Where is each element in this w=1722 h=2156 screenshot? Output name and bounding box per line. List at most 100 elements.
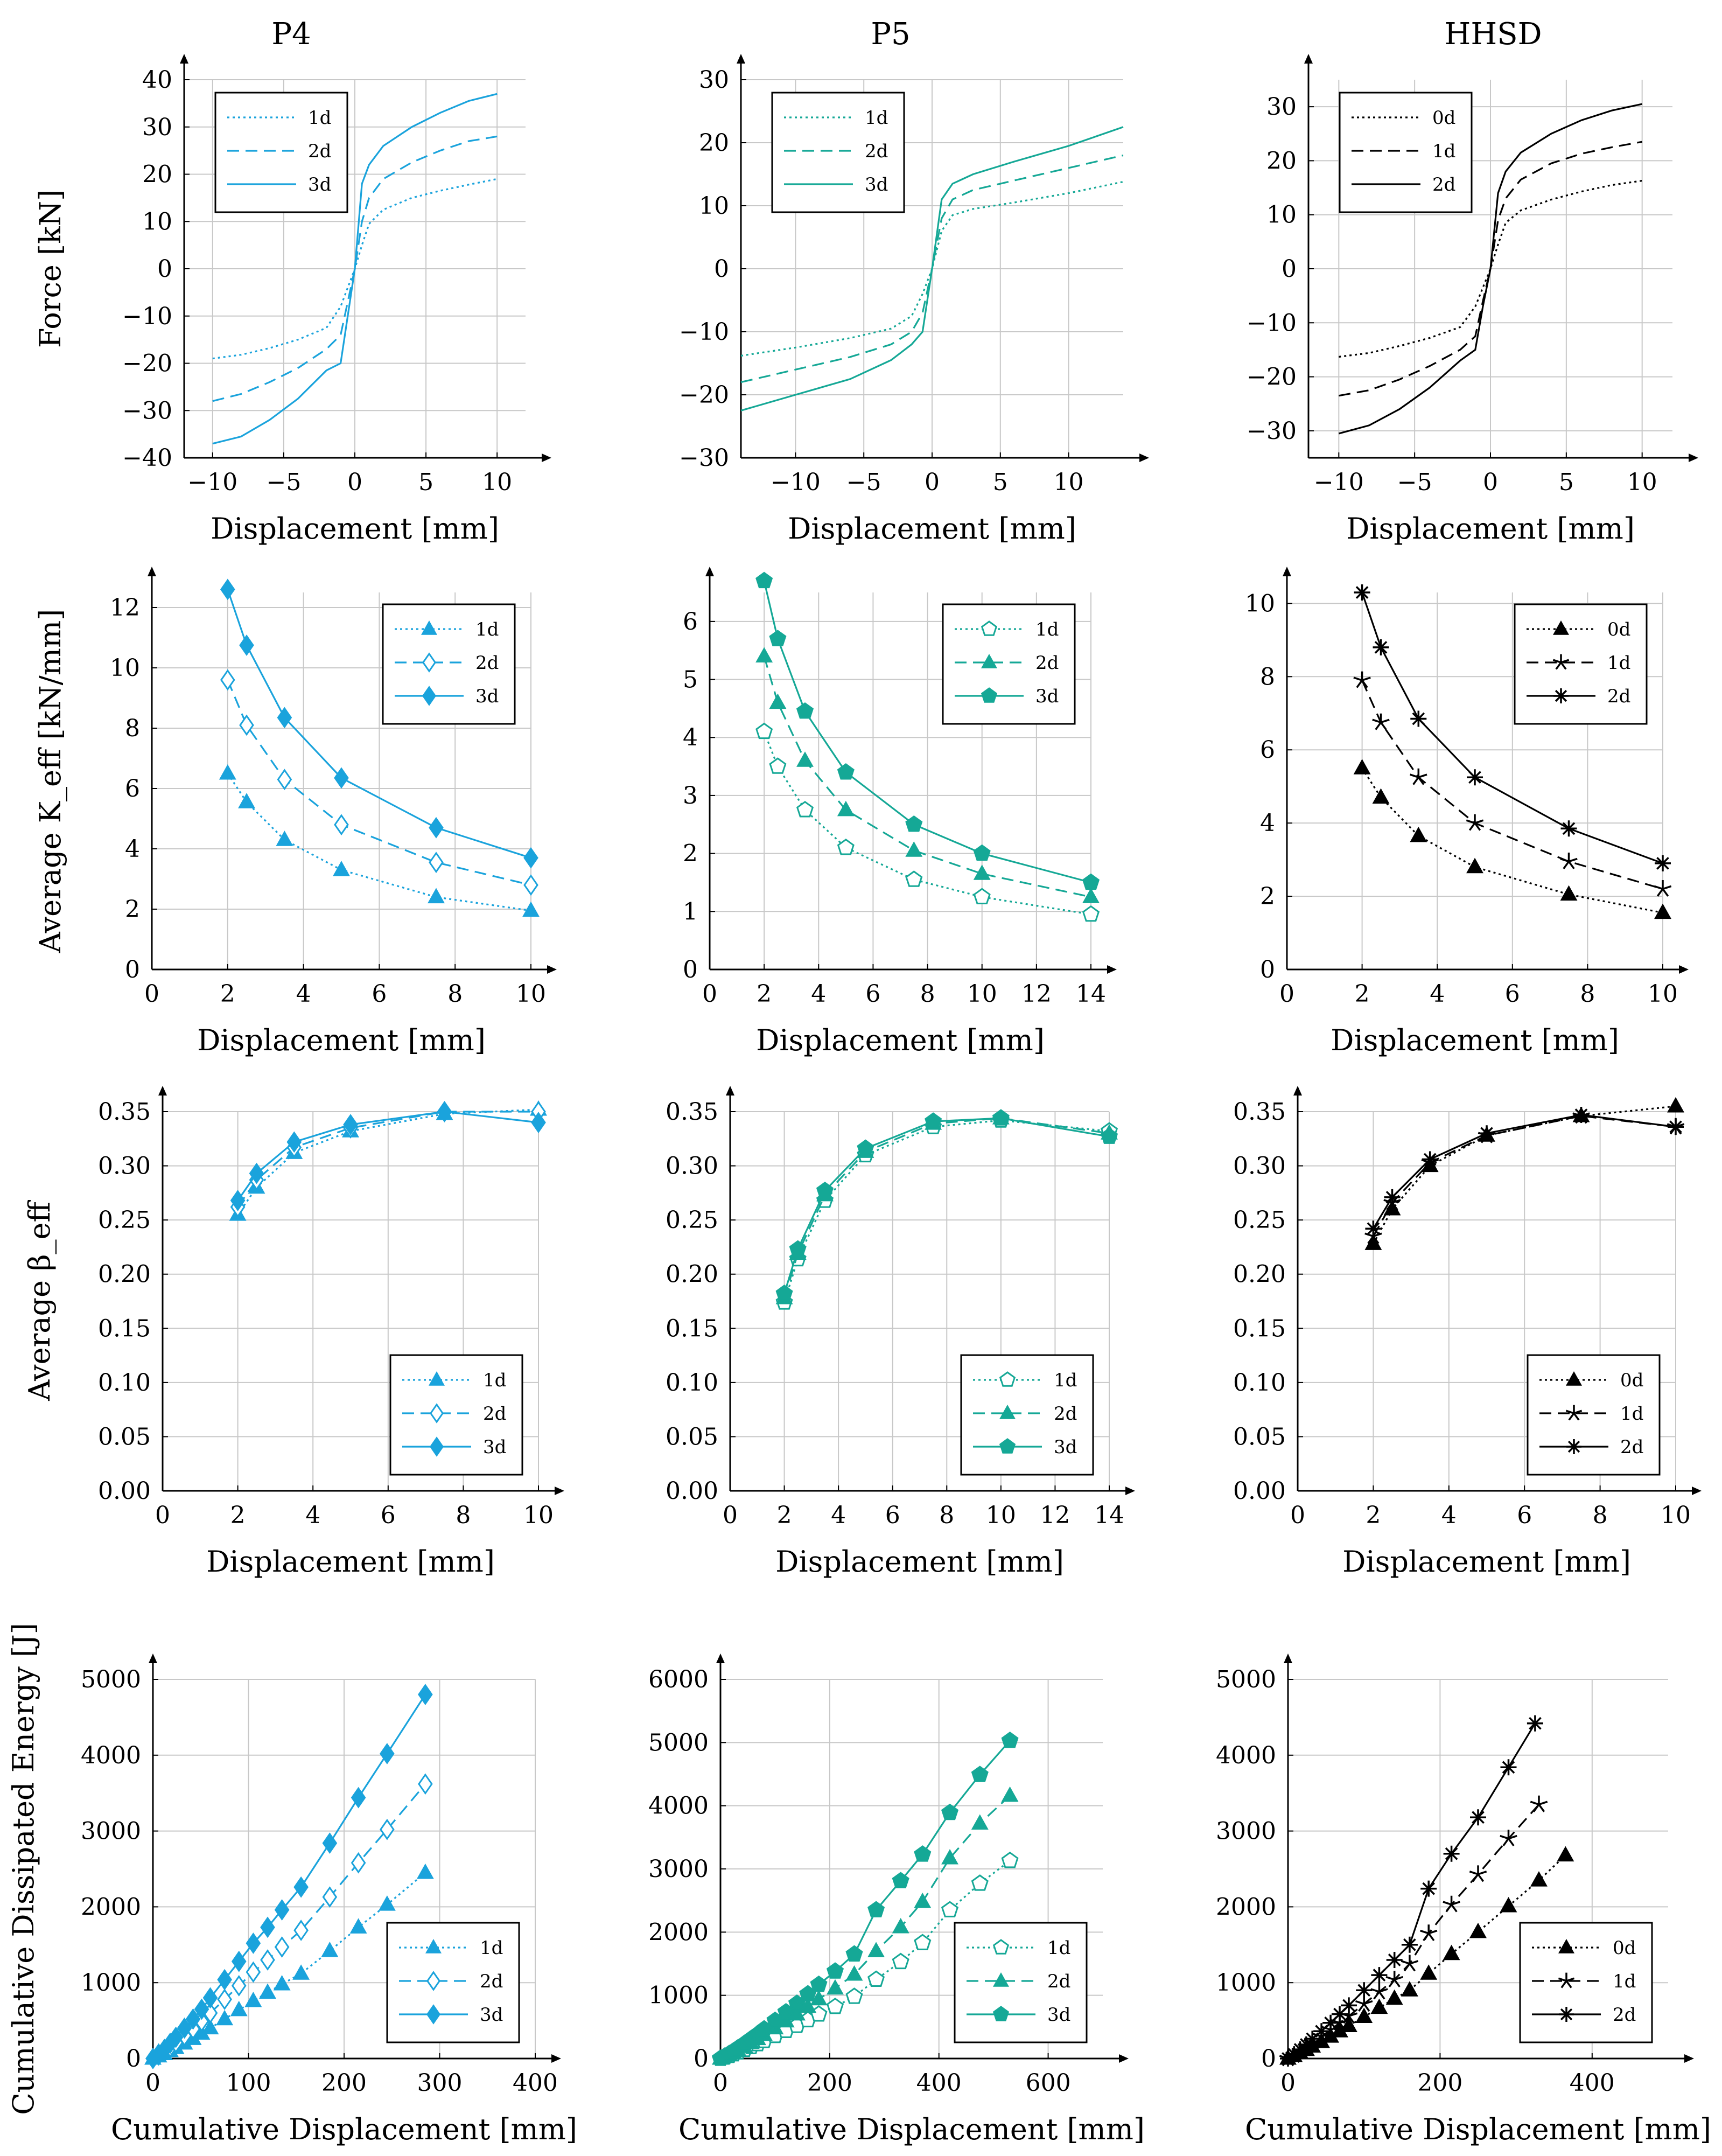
data-point-1d xyxy=(971,1874,989,1891)
legend-marker-0d xyxy=(1558,1938,1575,1953)
data-point-1d xyxy=(914,1934,932,1950)
y-tick-label: 2 xyxy=(125,896,140,923)
y-tick-label: 0 xyxy=(125,956,140,983)
data-point-1d xyxy=(892,1952,909,1970)
data-point-0d xyxy=(1560,885,1578,901)
x-axis-arrow xyxy=(1684,2054,1694,2063)
y-axis-label: Force [kN] xyxy=(33,190,67,348)
legend-box xyxy=(1519,1922,1653,2043)
legend-marker-2d xyxy=(992,1972,1010,1987)
y-tick-label: 10 xyxy=(1245,590,1275,617)
data-point-2d xyxy=(1322,2014,1339,2031)
x-tick-label: 10 xyxy=(1627,469,1657,496)
x-tick-label: 10 xyxy=(1648,980,1678,1008)
x-tick-label: 6 xyxy=(1505,980,1520,1008)
y-tick-label: 6 xyxy=(1260,736,1275,764)
data-point-2d xyxy=(1470,1809,1486,1826)
data-point-1d xyxy=(1410,768,1427,785)
data-point-3d xyxy=(274,1899,290,1921)
legend-box xyxy=(1514,603,1648,725)
data-point-1d xyxy=(1353,671,1371,688)
x-axis-arrow xyxy=(542,453,551,462)
y-axis-arrow xyxy=(1304,54,1313,64)
x-tick-label: −5 xyxy=(266,469,301,496)
p5-force-chart: −10 −5 0 5 10 −30 −20 −10 0 10 20 30 Displacement [m… xyxy=(679,54,1149,546)
data-point-3d xyxy=(260,1916,275,1938)
y-tick-label: 0 xyxy=(157,255,172,283)
y-tick-label: 5000 xyxy=(81,1666,141,1693)
x-tick-label: 300 xyxy=(417,2069,463,2097)
legend-marker-2d xyxy=(981,653,998,668)
x-tick-label: 4 xyxy=(811,980,826,1008)
x-axis-label: Displacement [mm] xyxy=(1346,512,1635,546)
data-point-0d xyxy=(1340,2017,1357,2032)
x-tick-label: 6 xyxy=(1517,1502,1532,1529)
x-axis-label: Displacement [mm] xyxy=(1331,1023,1619,1057)
data-point-0d xyxy=(1353,759,1371,775)
legend-label-1d: 1d xyxy=(480,1937,503,1959)
y-axis-arrow xyxy=(158,1086,167,1096)
data-point-2d xyxy=(380,1818,395,1840)
y-axis-label: Average K_eff [kN/mm] xyxy=(33,609,67,954)
data-point-2d xyxy=(239,714,254,736)
x-axis-label: Cumulative Displacement [mm] xyxy=(1245,2112,1711,2146)
x-tick-label: 4 xyxy=(1430,980,1445,1008)
data-point-2d xyxy=(1560,820,1577,837)
x-tick-label: 2 xyxy=(220,980,235,1008)
x-tick-label: 0 xyxy=(925,469,940,496)
legend-label-2d: 2d xyxy=(475,652,499,674)
x-tick-label: 6 xyxy=(381,1502,396,1529)
legend-label-2d: 2d xyxy=(1035,652,1059,674)
data-point-3d xyxy=(925,1112,942,1129)
series-line-1d xyxy=(227,773,531,912)
y-tick-label: 0.20 xyxy=(666,1261,718,1288)
y-axis-arrow xyxy=(716,1653,725,1663)
data-point-3d xyxy=(845,1945,863,1962)
y-tick-label: 1000 xyxy=(1216,1969,1276,1997)
y-tick-label: −10 xyxy=(122,303,172,330)
legend-marker-1d xyxy=(425,1938,442,1953)
y-tick-label: 0.10 xyxy=(666,1369,718,1397)
y-tick-label: 10 xyxy=(1266,201,1297,229)
legend-marker-1d xyxy=(1565,1405,1583,1421)
data-point-0d xyxy=(1667,1097,1684,1113)
legend-marker-0d xyxy=(1565,1371,1583,1386)
y-tick-label: 0.05 xyxy=(98,1423,151,1450)
legend-marker-1d xyxy=(999,1371,1016,1387)
data-point-2d xyxy=(973,864,991,880)
y-tick-label: −20 xyxy=(122,350,172,378)
data-point-3d xyxy=(286,1131,302,1153)
data-point-2d xyxy=(260,1949,275,1971)
legend-box xyxy=(1527,1354,1661,1476)
legend-label-3d: 3d xyxy=(865,174,888,196)
legend-label-1d: 1d xyxy=(475,619,499,640)
legend-label-2d: 2d xyxy=(865,141,888,162)
data-point-1d xyxy=(867,1970,885,1987)
y-axis-label: Average β_eff xyxy=(23,1200,57,1401)
y-tick-label: −30 xyxy=(1247,417,1297,445)
y-tick-label: 5 xyxy=(683,666,698,694)
p4-keff-chart: 0 2 4 6 8 10 0 2 4 6 8 10 12 Displacement [mm] Average… xyxy=(33,567,557,1057)
data-point-2d xyxy=(941,1849,958,1865)
data-point-1d xyxy=(1560,853,1578,869)
legend-label-3d: 3d xyxy=(1054,1436,1077,1458)
data-point-0d xyxy=(1500,1896,1517,1913)
y-tick-label: 0.30 xyxy=(98,1153,151,1180)
legend-label-3d: 3d xyxy=(1047,2004,1070,2026)
y-tick-label: −30 xyxy=(679,444,729,472)
data-point-2d xyxy=(1401,1936,1418,1953)
legend-marker-1d xyxy=(981,620,998,636)
data-point-0d xyxy=(1557,1846,1574,1862)
y-tick-label: 0.10 xyxy=(98,1369,151,1397)
x-tick-label: 2 xyxy=(777,1502,792,1529)
x-axis-arrow xyxy=(1139,453,1149,462)
data-point-2d xyxy=(914,1892,932,1908)
data-point-3d xyxy=(351,1787,366,1809)
data-point-3d xyxy=(1001,1731,1019,1748)
x-tick-label: 8 xyxy=(1593,1502,1608,1529)
data-point-2d xyxy=(1384,1189,1401,1205)
y-tick-label: 2000 xyxy=(648,1918,709,1946)
y-tick-label: 10 xyxy=(142,208,172,235)
data-point-2d xyxy=(1356,1982,1373,1999)
y-tick-label: 0.30 xyxy=(1233,1153,1286,1180)
